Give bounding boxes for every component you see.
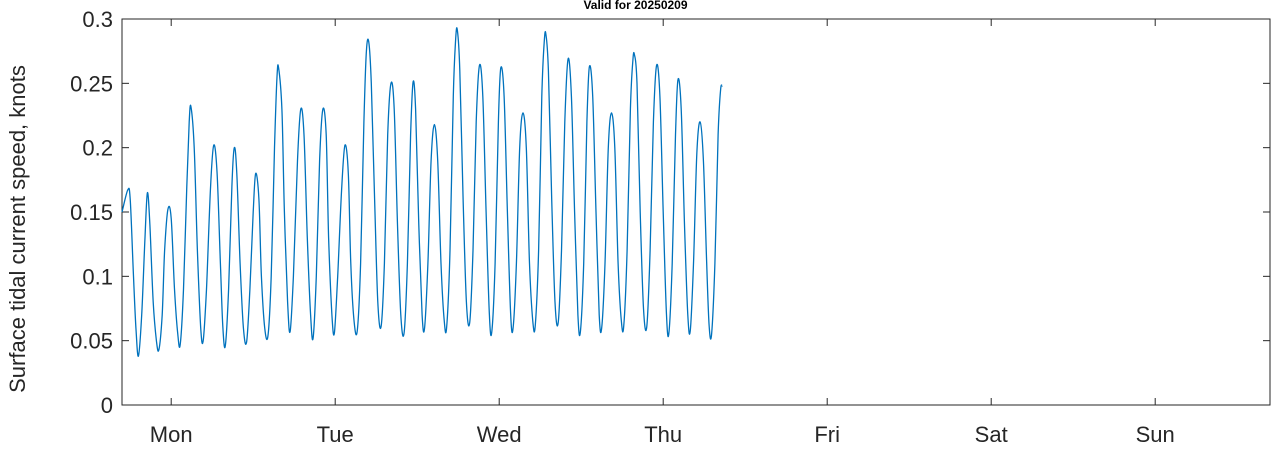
x-axis-ticks: Mon Tue Wed Thu Fri Sat Sun xyxy=(150,19,1175,447)
x-tick-label: Wed xyxy=(477,422,522,447)
y-tick-label: 0.25 xyxy=(70,71,113,96)
y-axis-ticks: 0 0.05 0.1 0.15 0.2 0.25 0.3 xyxy=(70,7,1270,418)
y-tick-label: 0.15 xyxy=(70,200,113,225)
y-tick-label: 0.3 xyxy=(82,7,113,32)
tidal-speed-line xyxy=(121,27,723,357)
y-tick-label: 0 xyxy=(101,393,113,418)
y-axis-label: Surface tidal current speed, knots xyxy=(5,65,30,393)
plot-frame xyxy=(121,18,1271,406)
x-tick-label: Thu xyxy=(644,422,682,447)
y-tick-label: 0.05 xyxy=(70,329,113,354)
x-tick-label: Sat xyxy=(975,422,1008,447)
x-tick-label: Mon xyxy=(150,422,193,447)
y-tick-label: 0.1 xyxy=(82,264,113,289)
chart-title: Valid for 20250209 xyxy=(583,0,688,12)
y-tick-label: 0.2 xyxy=(82,136,113,161)
x-tick-label: Sun xyxy=(1136,422,1175,447)
x-tick-label: Tue xyxy=(317,422,354,447)
x-tick-label: Fri xyxy=(814,422,840,447)
